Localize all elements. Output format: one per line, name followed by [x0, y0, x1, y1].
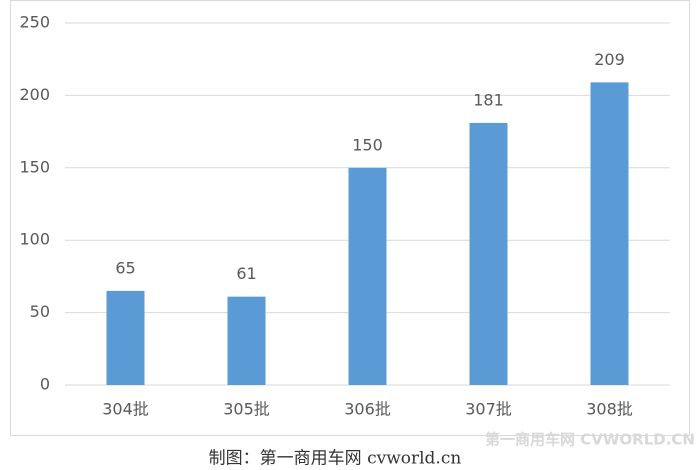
x-tick-label: 306批 [344, 400, 391, 419]
bar [227, 296, 266, 385]
caption: 制图：第一商用车网 cvworld.cn [209, 449, 462, 469]
y-tick-label: 0 [40, 375, 50, 394]
bar [469, 122, 508, 386]
bar [590, 82, 629, 386]
y-tick-label: 150 [19, 157, 50, 176]
data-label: 150 [352, 135, 383, 154]
data-label: 181 [473, 90, 504, 109]
data-label: 65 [115, 258, 135, 277]
x-tick-label: 307批 [465, 400, 512, 419]
x-tick-label: 305批 [223, 400, 270, 419]
bar [348, 167, 387, 385]
y-tick-label: 50 [30, 302, 50, 321]
bar [106, 290, 145, 385]
y-tick-label: 250 [19, 13, 50, 32]
y-tick-label: 100 [19, 230, 50, 249]
x-tick-label: 308批 [586, 400, 633, 419]
x-tick-label: 304批 [102, 400, 149, 419]
y-tick-label: 200 [19, 85, 50, 104]
watermark: 第一商用车网 CVWORLD.CN [485, 431, 695, 449]
data-label: 209 [594, 50, 625, 69]
data-label: 61 [236, 264, 256, 283]
